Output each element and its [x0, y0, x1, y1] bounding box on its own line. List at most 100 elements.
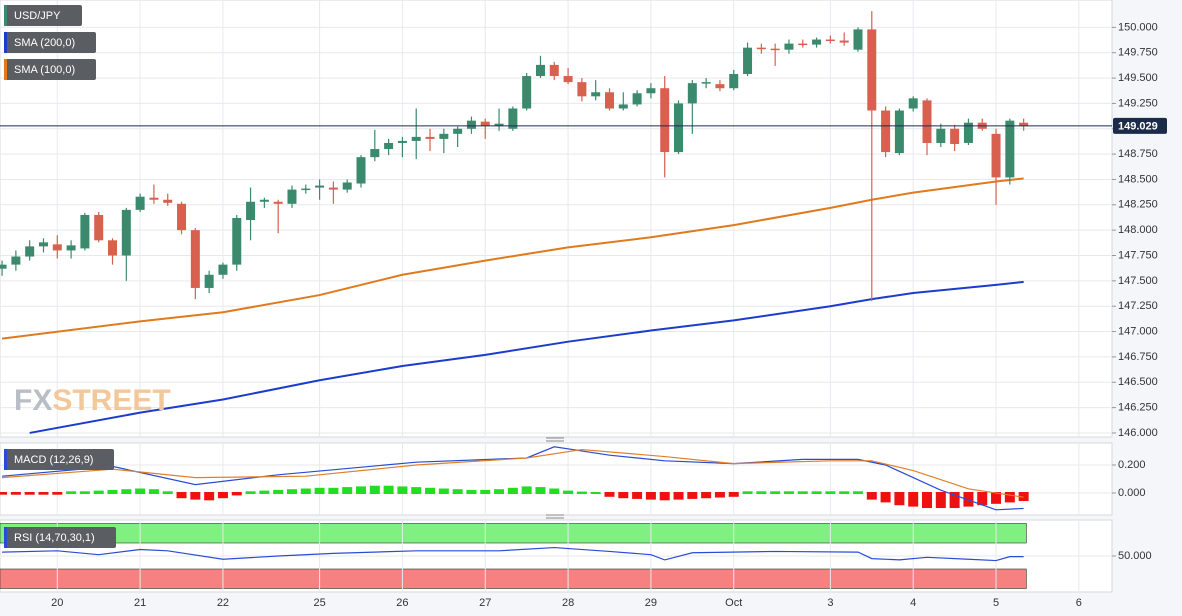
histogram-bar — [245, 491, 256, 495]
candle-body — [632, 93, 642, 105]
histogram-bar — [356, 486, 367, 495]
candle-body — [494, 123, 504, 126]
histogram-bar — [121, 489, 132, 495]
histogram-bar — [742, 491, 753, 495]
candle-body — [591, 92, 601, 97]
candle-body — [770, 48, 780, 51]
candle-body — [25, 246, 35, 257]
histogram-bar — [618, 492, 629, 499]
y-tick-label: 146.000 — [1118, 427, 1158, 439]
histogram-bar — [1018, 492, 1029, 502]
histogram-bar — [977, 492, 988, 506]
candle-body — [108, 240, 118, 256]
legend-box — [4, 5, 82, 26]
candle-body — [839, 40, 849, 43]
histogram-bar — [466, 489, 477, 495]
histogram-bar — [991, 492, 1002, 504]
histogram-bar — [369, 485, 380, 495]
y-tick-label: 146.500 — [1118, 376, 1158, 388]
candle-body — [0, 264, 7, 269]
histogram-bar — [93, 490, 104, 495]
histogram-bar — [273, 489, 284, 495]
candle-body — [94, 214, 104, 241]
candle-body — [604, 92, 614, 109]
histogram-bar — [852, 491, 863, 495]
histogram-bar — [135, 488, 146, 495]
histogram-bar — [714, 492, 725, 498]
histogram-bar — [673, 492, 684, 500]
candle-body — [867, 29, 877, 111]
candle-body — [1019, 122, 1029, 126]
histogram-bar — [411, 487, 422, 495]
histogram-bar — [756, 491, 767, 495]
candle-body — [397, 140, 407, 143]
candle-body — [881, 110, 891, 153]
y-tick-label: 148.500 — [1118, 173, 1158, 185]
candle-body — [204, 274, 214, 288]
candle-body — [328, 187, 338, 190]
candle-body — [1005, 120, 1015, 178]
candle-body — [853, 29, 863, 50]
y-tick-label: 148.750 — [1118, 148, 1158, 160]
histogram-bar — [328, 487, 339, 495]
y-tick-label: 149.750 — [1118, 47, 1158, 59]
candle-body — [425, 136, 435, 139]
x-tick-label: 28 — [562, 597, 574, 609]
indicator-line — [2, 446, 1024, 511]
histogram-bar — [10, 492, 21, 495]
candle-body — [163, 199, 173, 203]
histogram-bar — [894, 492, 905, 506]
y-tick-label: 0.200 — [1118, 459, 1146, 471]
histogram-bar — [286, 489, 297, 495]
legend-label: SMA (200,0) — [14, 37, 75, 49]
candle-body — [674, 103, 684, 153]
candle-body — [922, 100, 932, 143]
histogram-bar — [535, 487, 546, 495]
candle-body — [660, 88, 670, 153]
histogram-bar — [604, 492, 615, 497]
histogram-bar — [783, 491, 794, 495]
legend-box — [4, 59, 96, 80]
histogram-bar — [204, 492, 215, 501]
legend-swatch — [4, 5, 7, 26]
x-tick-label: 21 — [134, 597, 146, 609]
candle-body — [784, 43, 794, 50]
y-tick-label: 147.500 — [1118, 275, 1158, 287]
candle-body — [563, 76, 573, 83]
legend-label: USD/JPY — [14, 10, 61, 22]
x-tick-label: 3 — [827, 597, 833, 609]
histogram-bar — [590, 492, 601, 495]
histogram-bar — [52, 492, 63, 495]
candle-body — [480, 121, 490, 126]
panel-plot — [0, 443, 1112, 515]
histogram-bar — [797, 491, 808, 495]
histogram-bar — [79, 491, 90, 495]
candle-body — [701, 82, 711, 84]
indicator-line — [29, 280, 1024, 434]
panel-plot — [0, 0, 1112, 437]
x-tick-label: 20 — [51, 597, 63, 609]
candle-body — [963, 122, 973, 143]
histogram-bar — [38, 492, 49, 495]
histogram-bar — [963, 492, 974, 507]
y-tick-label: 148.250 — [1118, 199, 1158, 211]
histogram-bar — [880, 492, 891, 503]
histogram-bar — [687, 492, 698, 499]
y-tick-label: 149.250 — [1118, 97, 1158, 109]
candle-body — [743, 47, 753, 75]
histogram-bar — [425, 487, 436, 495]
candle-body — [991, 133, 1001, 178]
candle-body — [453, 128, 463, 134]
candle-body — [439, 133, 449, 139]
candle-body — [177, 203, 187, 231]
candle-body — [301, 188, 311, 191]
candle-body — [149, 197, 159, 200]
histogram-bar — [1004, 492, 1015, 503]
candle-body — [411, 136, 421, 141]
histogram-bar — [701, 492, 712, 499]
histogram-bar — [148, 489, 159, 495]
y-tick-label: 146.750 — [1118, 351, 1158, 363]
candle-body — [577, 82, 587, 97]
candle-body — [232, 217, 242, 265]
histogram-bar — [190, 492, 201, 500]
